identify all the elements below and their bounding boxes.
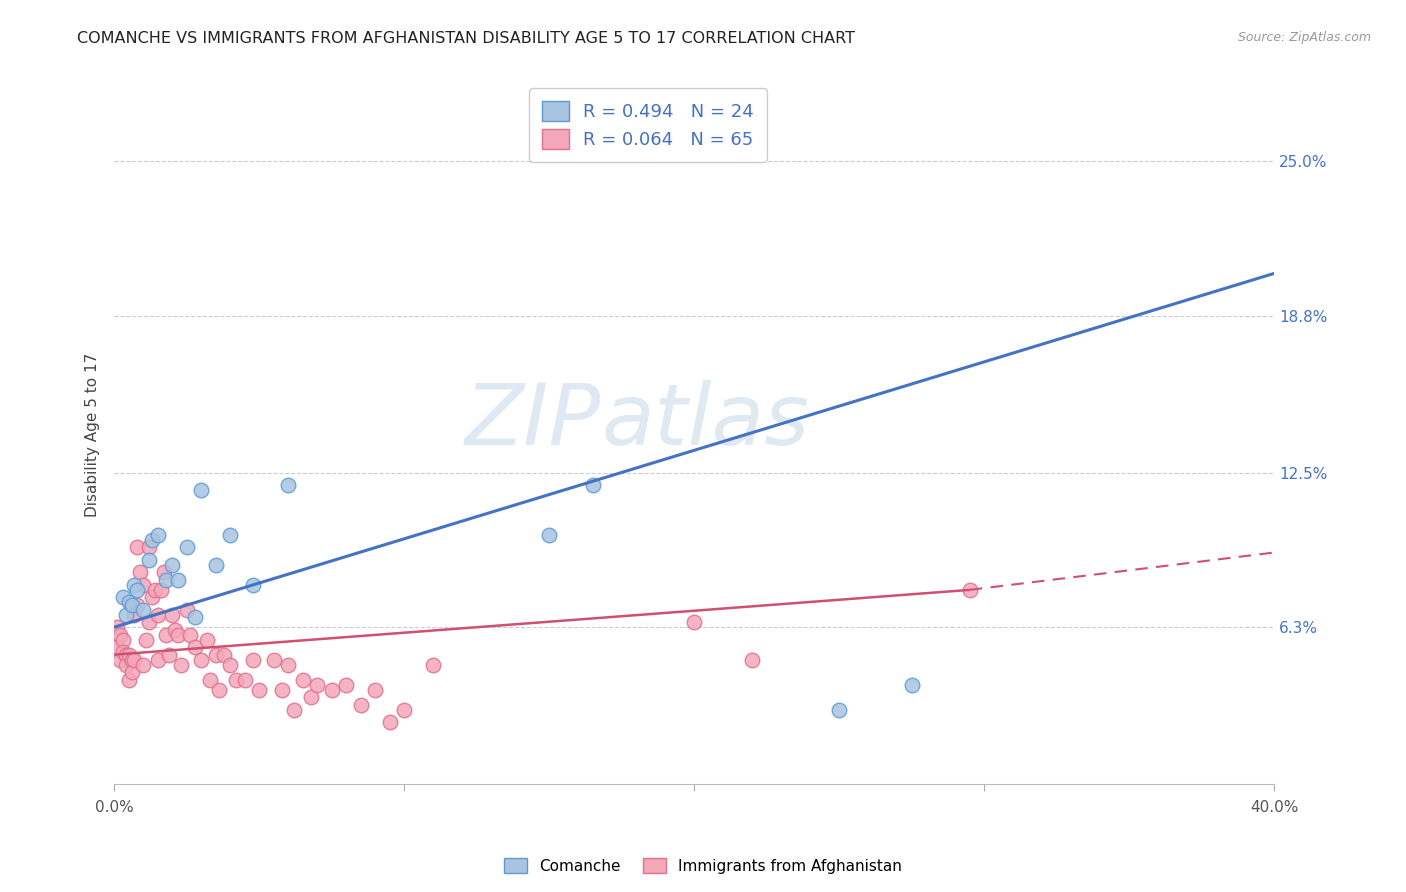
Point [291,673,314,687]
Point [127,598,149,612]
Point [233,673,256,687]
Point [170,657,193,672]
Point [167,573,190,587]
Point [141,591,163,605]
Point [152,566,174,580]
Point [582,478,605,492]
Point [121,598,143,612]
Point [141,533,163,547]
Point [247,682,270,697]
Point [155,628,177,642]
Point [741,653,763,667]
Point [132,657,155,672]
Point [146,528,169,542]
Point [263,653,285,667]
Point [364,682,387,697]
Point [149,582,172,597]
Point [105,640,128,655]
Legend: R = 0.494   N = 24, R = 0.064   N = 65: R = 0.494 N = 24, R = 0.064 N = 65 [529,88,766,161]
Point [277,657,299,672]
Point [207,682,229,697]
Point [146,653,169,667]
Point [111,591,134,605]
Point [828,702,851,716]
Point [132,578,155,592]
Point [132,603,155,617]
Point [127,541,149,555]
Point [118,595,141,609]
Point [138,615,160,630]
Point [160,558,183,572]
Point [307,677,329,691]
Point [422,657,444,672]
Point [195,632,218,647]
Legend: Comanche, Immigrants from Afghanistan: Comanche, Immigrants from Afghanistan [498,852,908,880]
Point [114,657,136,672]
Point [283,702,305,716]
Point [184,610,207,624]
Point [176,603,198,617]
Point [214,648,236,662]
Point [190,483,212,498]
Point [129,566,152,580]
Point [176,541,198,555]
Text: COMANCHE VS IMMIGRANTS FROM AFGHANISTAN DISABILITY AGE 5 TO 17 CORRELATION CHART: COMANCHE VS IMMIGRANTS FROM AFGHANISTAN … [77,31,855,46]
Point [155,573,177,587]
Point [121,653,143,667]
Point [321,682,343,697]
Point [146,607,169,622]
Point [124,607,146,622]
Point [335,677,357,691]
Point [138,541,160,555]
Point [124,578,146,592]
Point [121,665,143,679]
Point [108,628,131,642]
Point [277,478,299,492]
Point [108,653,131,667]
Point [184,640,207,655]
Point [118,673,141,687]
Point [111,645,134,659]
Point [271,682,294,697]
Point [219,528,242,542]
Point [118,648,141,662]
Point [138,553,160,567]
Point [959,582,981,597]
Point [225,673,247,687]
Point [114,648,136,662]
Point [190,653,212,667]
Point [114,607,136,622]
Point [135,632,157,647]
Point [683,615,706,630]
Point [204,648,226,662]
Point [242,578,264,592]
Point [167,628,190,642]
Text: ZIP: ZIP [465,380,602,463]
Point [204,558,226,572]
Point [124,653,146,667]
Point [127,582,149,597]
Text: Source: ZipAtlas.com: Source: ZipAtlas.com [1237,31,1371,45]
Point [105,620,128,634]
Point [378,714,401,729]
Point [538,528,561,542]
Point [179,628,201,642]
Point [165,623,187,637]
Point [901,677,924,691]
Y-axis label: Disability Age 5 to 17: Disability Age 5 to 17 [86,353,100,517]
Point [143,582,166,597]
Point [394,702,416,716]
Point [301,690,323,704]
Text: atlas: atlas [602,380,810,463]
Point [219,657,242,672]
Point [242,653,264,667]
Point [160,607,183,622]
Point [350,698,373,712]
Point [111,632,134,647]
Point [157,648,180,662]
Point [198,673,221,687]
